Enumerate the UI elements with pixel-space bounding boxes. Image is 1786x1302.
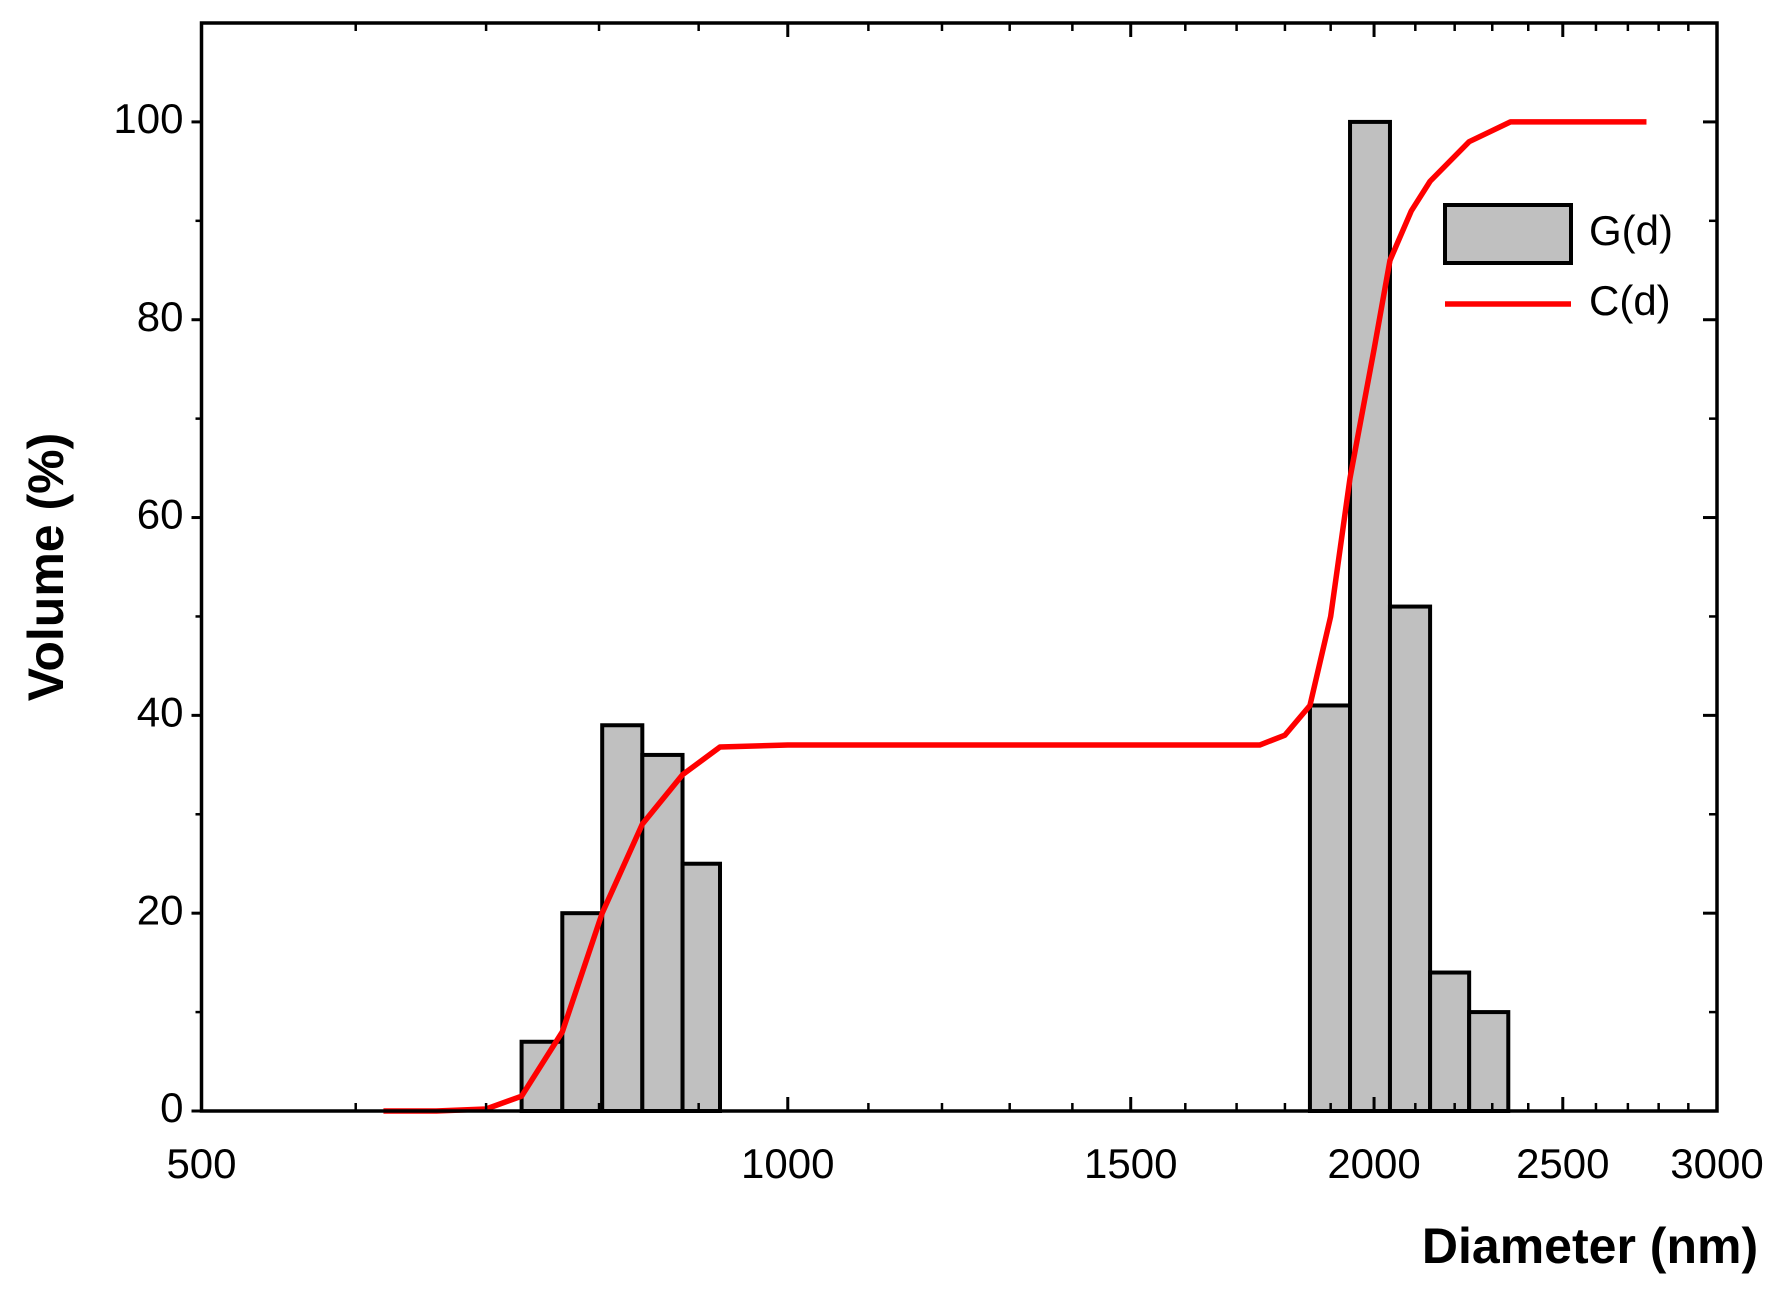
x-tick-label: 2000 — [1327, 1140, 1420, 1187]
x-tick-label: 500 — [166, 1140, 236, 1187]
bar — [680, 861, 723, 1114]
bar — [1387, 604, 1433, 1114]
bar — [1348, 119, 1392, 1113]
y-tick-label: 60 — [137, 491, 184, 538]
x-tick-label: 1500 — [1084, 1140, 1177, 1187]
plot-frame — [199, 21, 1719, 1113]
bar — [600, 723, 645, 1113]
y-tick-label: 80 — [137, 293, 184, 340]
line — [383, 119, 1647, 1114]
legend-label: G(d) — [1589, 207, 1673, 254]
x-tick-label: 3000 — [1670, 1140, 1763, 1187]
y-tick-label: 20 — [137, 886, 184, 933]
x-tick-label: 1000 — [741, 1140, 834, 1187]
legend-swatch — [1443, 203, 1573, 265]
legend-label: C(d) — [1589, 277, 1671, 324]
x-axis-label: Diameter (nm) — [1422, 1218, 1758, 1274]
bar — [1307, 703, 1353, 1113]
y-axis-label: Volume (%) — [18, 433, 74, 702]
bar — [1467, 1010, 1511, 1113]
x-tick-label: 2500 — [1516, 1140, 1609, 1187]
y-tick-label: 0 — [160, 1084, 183, 1131]
bar — [640, 752, 685, 1113]
y-tick-label: 40 — [137, 688, 184, 735]
y-tick-label: 100 — [113, 95, 183, 142]
bar — [1428, 970, 1472, 1114]
bar — [519, 1039, 565, 1114]
